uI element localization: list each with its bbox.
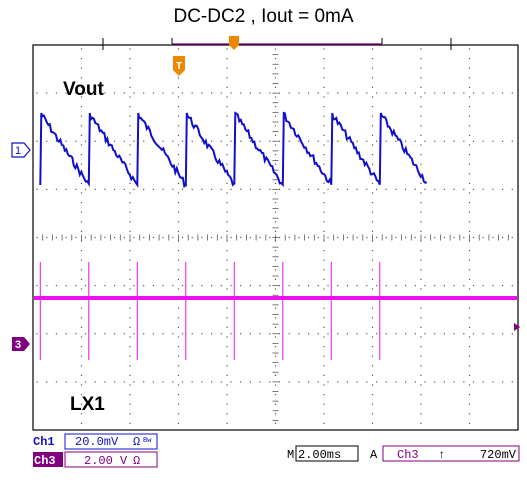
trigger-source: Ch3 — [397, 448, 419, 462]
trigger-marker-text: T — [176, 61, 182, 72]
lx1-trace-baseline — [34, 296, 517, 300]
ch3-scale-box[interactable] — [64, 451, 158, 468]
trigger-slope-icon: ↑ — [438, 448, 445, 462]
ch1-label: Ch1 — [33, 435, 55, 449]
ch1-scale: 20.0mV — [75, 435, 119, 449]
chart-title: DC-DC2 , Iout = 0mA — [173, 6, 354, 27]
timebase-m-label: M — [287, 448, 294, 462]
trigger-box[interactable] — [382, 445, 520, 462]
vout-trace — [39, 111, 428, 189]
trigger-mode: A — [370, 448, 378, 462]
ch1-scale-box[interactable] — [64, 433, 158, 450]
ch3-ground-marker[interactable]: 3 — [12, 337, 30, 351]
ch3-badge[interactable] — [33, 452, 63, 467]
graticule-grid — [36, 48, 519, 424]
ch1-ohm: Ω — [133, 435, 140, 449]
ch1-bandwidth: Bw — [143, 437, 152, 445]
vout-label: Vout — [63, 79, 104, 100]
timebase-box[interactable] — [295, 445, 359, 462]
trigger-position-marker[interactable]: T — [173, 56, 185, 76]
status-bar: Ch1 20.0mV Ω Bw Ch3 2.00 V Ω M 2.00ms A … — [33, 433, 520, 468]
ch1-marker-text: 1 — [15, 145, 21, 157]
ch3-ohm: Ω — [133, 454, 140, 468]
traces — [34, 111, 517, 360]
timebase-value: 2.00ms — [298, 448, 341, 462]
trigger-level: 720mV — [480, 448, 517, 462]
ch1-ground-marker[interactable]: 1 — [11, 142, 31, 158]
ch3-label: Ch3 — [34, 454, 56, 468]
ch3-scale: 2.00 V — [84, 454, 128, 468]
record-bracket — [102, 36, 452, 50]
graticule-frame — [32, 44, 519, 431]
ch3-marker-text: 3 — [15, 339, 21, 351]
lx1-label: LX1 — [70, 394, 105, 415]
